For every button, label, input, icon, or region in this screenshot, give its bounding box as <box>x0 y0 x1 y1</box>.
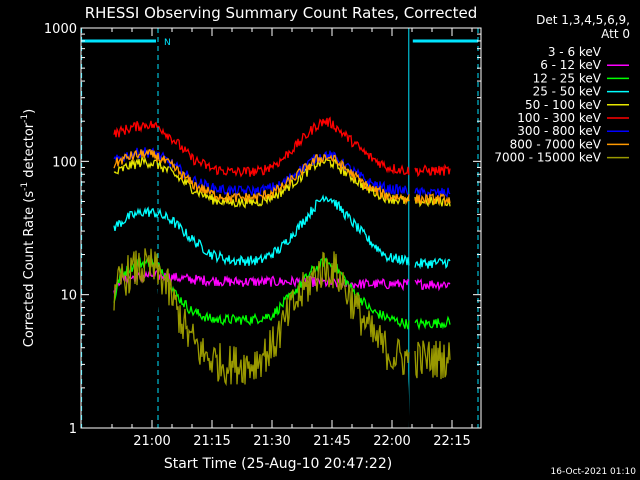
legend-label: 3 - 6 keV <box>548 45 602 59</box>
x-tick-label: 21:45 <box>313 434 350 449</box>
legend-header-line: Att 0 <box>601 27 630 41</box>
y-axis-label-sup: -1 <box>20 114 30 123</box>
x-tick-label: 21:00 <box>133 434 170 449</box>
y-axis-label-part: ) <box>22 109 37 114</box>
y-axis-label: Corrected Count Rate (s-1 detector-1) <box>20 109 37 347</box>
legend-label: 6 - 12 keV <box>540 58 602 72</box>
y-axis-label-sup: -1 <box>20 182 30 191</box>
y-axis-label-part: Corrected Count Rate (s <box>22 191 37 348</box>
plot-area: N <box>81 28 479 429</box>
footer-timestamp: 16-Oct-2021 01:10 <box>551 467 637 477</box>
series-trace-5 <box>113 116 451 178</box>
x-tick-label: 22:00 <box>373 434 410 449</box>
x-axis: 21:00 21:15 21:30 21:45 22:00 22:15 <box>111 28 473 449</box>
x-axis-label: Start Time (25-Aug-10 20:47:22) <box>164 456 392 472</box>
legend-header-line: Det 1,3,4,5,6,9, <box>536 13 630 27</box>
legend-label: 7000 - 15000 keV <box>494 151 601 165</box>
y-tick-label: 1000 <box>44 22 77 37</box>
chart-title: RHESSI Observing Summary Count Rates, Co… <box>85 4 478 22</box>
y-tick-label: 1 <box>69 422 77 437</box>
legend-label: 50 - 100 keV <box>525 98 602 112</box>
series-trace-8 <box>113 248 451 387</box>
y-axis-label-part: detector <box>22 122 37 182</box>
series-trace-6 <box>113 147 451 199</box>
x-tick-label: 22:15 <box>433 434 470 449</box>
y-tick-label: 10 <box>60 289 77 304</box>
legend-label: 12 - 25 keV <box>533 71 602 85</box>
y-axis: 1 10 100 1000 <box>44 22 481 437</box>
series-trace-7 <box>113 149 451 207</box>
night-bar-label: N <box>164 38 171 48</box>
x-tick-label: 21:15 <box>193 434 230 449</box>
legend-label: 300 - 800 keV <box>517 124 601 138</box>
legend-label: 25 - 50 keV <box>533 85 602 99</box>
plot-frame <box>80 27 482 429</box>
y-tick-label: 100 <box>52 155 77 170</box>
x-tick-label: 21:30 <box>253 434 290 449</box>
legend-label: 800 - 7000 keV <box>510 137 602 151</box>
legend-label: 100 - 300 keV <box>517 111 601 125</box>
series-trace-3 <box>113 194 451 270</box>
series-trace-1 <box>113 268 451 297</box>
